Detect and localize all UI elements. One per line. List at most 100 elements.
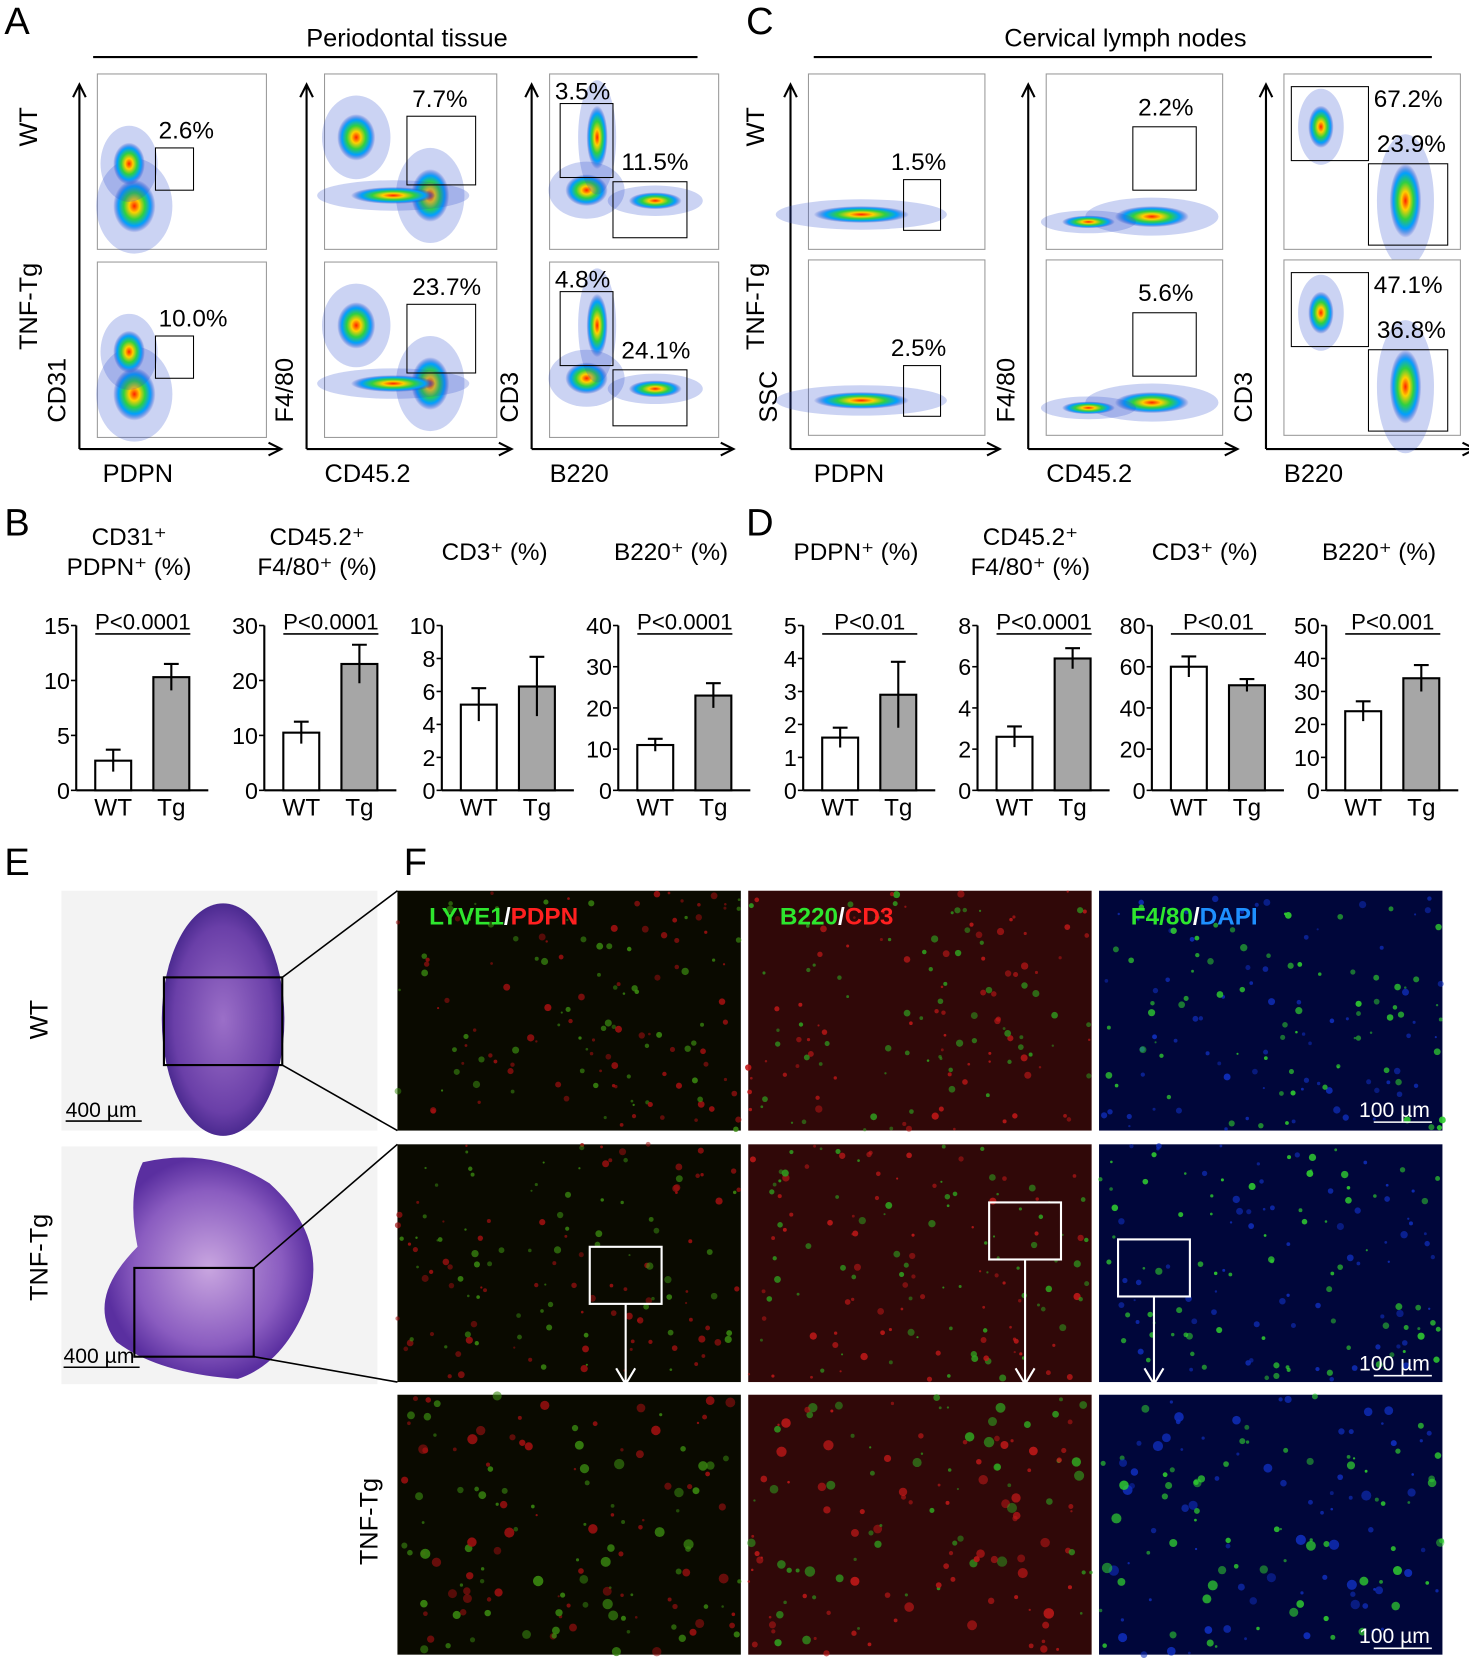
fluorescence-speck — [985, 986, 993, 994]
error-bar — [163, 662, 179, 691]
fluorescence-speck — [967, 1620, 978, 1631]
fluorescence-speck — [851, 1214, 855, 1218]
fluorescence-speck — [487, 1466, 494, 1472]
fluorescence-speck — [1066, 1374, 1073, 1380]
density — [628, 380, 682, 398]
fluorescence-speck — [807, 1051, 814, 1057]
fluorescence-speck — [774, 1006, 780, 1012]
fluorescence-speck — [912, 1457, 922, 1468]
fluorescence-speck — [790, 1121, 794, 1124]
fluorescence-speck — [498, 1247, 505, 1254]
fluorescence-speck — [971, 1225, 974, 1229]
fluorescence-speck — [810, 1375, 813, 1379]
fluorescence-speck — [503, 983, 511, 991]
fluorescence-speck — [575, 1558, 580, 1562]
fluorescence-speck — [1229, 1221, 1233, 1224]
fluorescence-speck — [902, 1282, 909, 1288]
fluorescence-speck — [942, 950, 950, 958]
fluorescence-speck — [1308, 1041, 1312, 1046]
fluorescence-speck — [1112, 1235, 1116, 1239]
density — [586, 293, 608, 358]
gate — [406, 303, 477, 374]
fluorescence-speck — [723, 906, 727, 910]
row-label: TNF-Tg — [15, 263, 43, 350]
fluorescence-speck — [1169, 1538, 1178, 1548]
fluorescence-speck — [1207, 1580, 1218, 1591]
fluorescence-speck — [558, 954, 564, 960]
fluorescence-speck — [760, 1105, 764, 1109]
fluorescence-speck — [599, 1069, 602, 1073]
gate-percent: 4.8% — [555, 266, 610, 293]
fluorescence-speck — [754, 897, 760, 903]
fluorescence-speck — [996, 1192, 999, 1196]
fluorescence-speck — [692, 1487, 700, 1495]
fluorescence-speck — [1098, 1608, 1103, 1613]
fluorescence-speck — [890, 1401, 895, 1406]
fluorescence-speck — [567, 897, 570, 900]
fluorescence-speck — [532, 1575, 544, 1587]
fluorescence-speck — [1434, 1036, 1437, 1039]
fluorescence-speck — [833, 1076, 837, 1080]
fluorescence-speck — [684, 1045, 691, 1052]
scale-bar-label: 100 µm — [1359, 1625, 1430, 1648]
fluorescence-speck — [479, 1578, 485, 1584]
fluorescence-speck — [1154, 1041, 1157, 1044]
bar — [636, 743, 675, 792]
fluorescence-speck — [507, 1068, 514, 1075]
gate — [903, 365, 942, 417]
fluorescence-speck — [591, 1038, 596, 1042]
fluorescence-speck — [705, 1325, 711, 1331]
fluorescence-speck — [935, 1350, 941, 1356]
fluorescence-speck — [560, 1011, 563, 1014]
fluorescence-speck — [1194, 1547, 1198, 1551]
fluorescence-speck — [440, 1089, 444, 1092]
fluorescence-speck — [1253, 1321, 1260, 1328]
fluorescence-speck — [1034, 970, 1039, 974]
fluorescence-speck — [1354, 1207, 1361, 1214]
fluorescence-speck — [600, 1198, 604, 1202]
fluorescence-speck — [457, 1275, 464, 1282]
fluorescence-speck — [1120, 1337, 1127, 1344]
fluorescence-speck — [651, 1296, 655, 1301]
y-tick-label: 60 — [1120, 654, 1146, 680]
fluorescence-speck — [1058, 956, 1062, 960]
chart-title: PDPN⁺ (%) — [67, 554, 192, 581]
fluorescence-speck — [1188, 1500, 1198, 1510]
fluorescence-speck — [813, 1636, 817, 1641]
bar — [1402, 677, 1441, 792]
fluorescence-speck — [588, 1524, 598, 1534]
fluorescence-speck — [748, 1107, 753, 1112]
fluorescence-speck — [1390, 1440, 1397, 1447]
fluorescence-speck — [934, 1009, 939, 1014]
fluorescence-speck — [940, 1180, 943, 1183]
gate-percent: 1.5% — [891, 149, 946, 176]
fluorescence-speck — [1018, 1299, 1022, 1303]
fluorescence-speck — [421, 969, 429, 977]
p-value: P<0.0001 — [283, 610, 379, 635]
y-tick-label: 8 — [423, 646, 436, 672]
fluorescence-speck — [492, 1391, 502, 1401]
fluorescence-speck — [1285, 1121, 1289, 1125]
fluorescence-speck — [1067, 1585, 1073, 1590]
fluorescence-speck — [1045, 1370, 1051, 1376]
chart-title: F4/80⁺ (%) — [971, 554, 1091, 581]
fluorescence-speck — [823, 1506, 831, 1514]
gate — [903, 179, 942, 231]
fluorescence-speck — [395, 920, 400, 925]
fluorescence-speck — [978, 1270, 982, 1273]
fluorescence-speck — [585, 1047, 589, 1051]
density — [113, 330, 145, 373]
fluorescence-speck — [1373, 974, 1380, 981]
stain-label: F4/80/DAPI — [1131, 904, 1258, 931]
fluorescence-speck — [1350, 1591, 1356, 1597]
fluorescence-speck — [671, 1345, 678, 1351]
density — [1114, 392, 1189, 414]
fluorescence-speck — [735, 1116, 742, 1123]
fluorescence-speck — [937, 1483, 941, 1487]
fluorescence-speck — [806, 1411, 814, 1419]
y-tick-label: 2 — [423, 745, 436, 771]
fluorescence-speck — [1019, 1352, 1023, 1356]
fluorescence-speck — [803, 1054, 810, 1061]
fluorescence-speck — [1381, 1422, 1384, 1425]
fluorescence-speck — [1141, 1404, 1150, 1413]
